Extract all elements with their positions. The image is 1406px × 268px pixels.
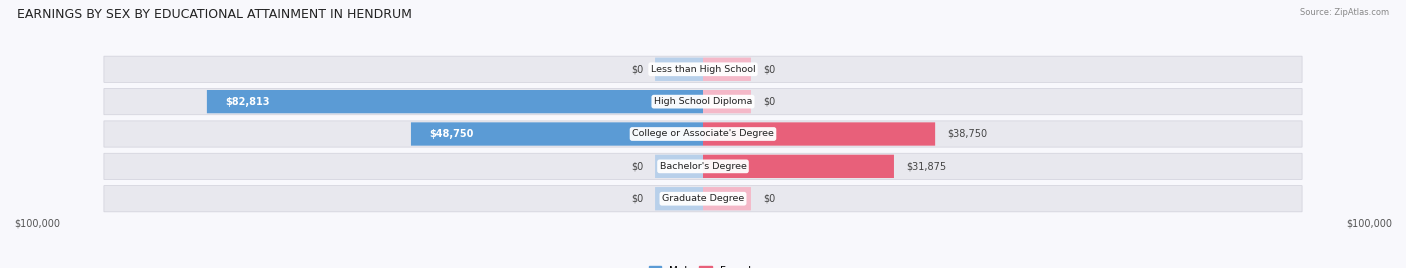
Text: EARNINGS BY SEX BY EDUCATIONAL ATTAINMENT IN HENDRUM: EARNINGS BY SEX BY EDUCATIONAL ATTAINMEN… [17,8,412,21]
Text: $31,875: $31,875 [905,161,946,171]
Text: Less than High School: Less than High School [651,65,755,74]
Text: Bachelor's Degree: Bachelor's Degree [659,162,747,171]
Text: $48,750: $48,750 [429,129,474,139]
FancyBboxPatch shape [104,88,1302,115]
Text: $100,000: $100,000 [14,219,60,229]
Text: Graduate Degree: Graduate Degree [662,194,744,203]
Text: $0: $0 [763,64,775,74]
Text: $0: $0 [631,194,643,204]
FancyBboxPatch shape [104,186,1302,212]
FancyBboxPatch shape [703,187,751,210]
FancyBboxPatch shape [703,58,751,81]
Text: $38,750: $38,750 [948,129,987,139]
Text: $0: $0 [763,97,775,107]
Text: Source: ZipAtlas.com: Source: ZipAtlas.com [1301,8,1389,17]
FancyBboxPatch shape [104,153,1302,180]
Legend: Male, Female: Male, Female [644,261,762,268]
FancyBboxPatch shape [703,155,894,178]
FancyBboxPatch shape [655,187,703,210]
FancyBboxPatch shape [104,121,1302,147]
Text: $82,813: $82,813 [225,97,270,107]
FancyBboxPatch shape [703,122,935,146]
Text: $100,000: $100,000 [1346,219,1392,229]
FancyBboxPatch shape [104,56,1302,82]
Text: $0: $0 [631,161,643,171]
Text: High School Diploma: High School Diploma [654,97,752,106]
FancyBboxPatch shape [655,58,703,81]
FancyBboxPatch shape [655,155,703,178]
Text: $0: $0 [763,194,775,204]
Text: College or Associate's Degree: College or Associate's Degree [633,129,773,139]
FancyBboxPatch shape [411,122,703,146]
FancyBboxPatch shape [703,90,751,113]
Text: $0: $0 [631,64,643,74]
FancyBboxPatch shape [207,90,703,113]
